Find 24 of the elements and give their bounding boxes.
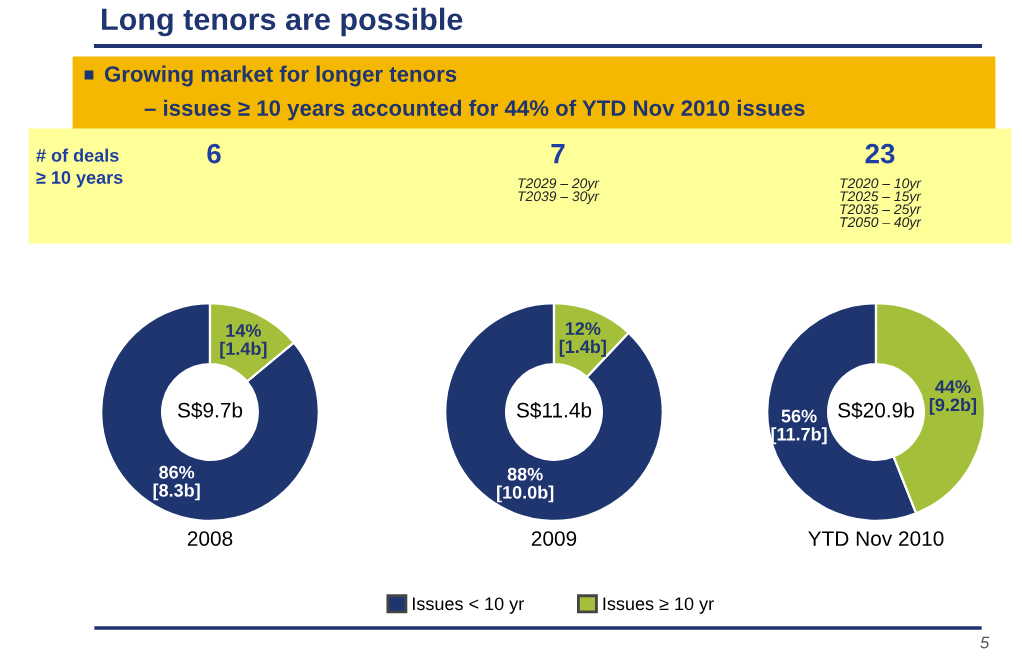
text: S$9.7b <box>177 401 243 419</box>
text: S$11.4b <box>516 401 592 419</box>
data-label: 44% [9.2b] <box>929 380 977 415</box>
text: 5 <box>980 636 990 649</box>
data-label: 56% [11.7b] <box>771 409 827 445</box>
legend-label: Issues ≥ 10 yr <box>603 597 714 614</box>
text: 6 <box>207 143 221 164</box>
text: 2008 <box>187 531 233 546</box>
text: # of deals ≥ 10 years <box>36 148 123 188</box>
data-label: 86% [8.3b] <box>153 465 200 501</box>
data-label: 12% [1.4b] <box>559 322 606 357</box>
donut-slice <box>100 302 320 522</box>
text: Growing market for longer tenors <box>104 65 457 87</box>
text: – issues ≥ 10 years accounted for 44% of YTD Nov 2010 issues <box>144 99 805 121</box>
text: YTD Nov 2010 <box>808 531 944 546</box>
data-label: 14% [1.4b] <box>220 324 267 359</box>
text: 23 <box>865 143 895 164</box>
data-label: 88% [10.0b] <box>497 467 554 503</box>
donut-slice <box>444 302 664 522</box>
text: S$20.9b <box>838 401 914 419</box>
text: 2009 <box>531 531 577 546</box>
text: 7 <box>551 144 565 164</box>
text: Long tenors are possible <box>102 7 463 37</box>
legend-label: Issues < 10 yr <box>413 597 524 614</box>
